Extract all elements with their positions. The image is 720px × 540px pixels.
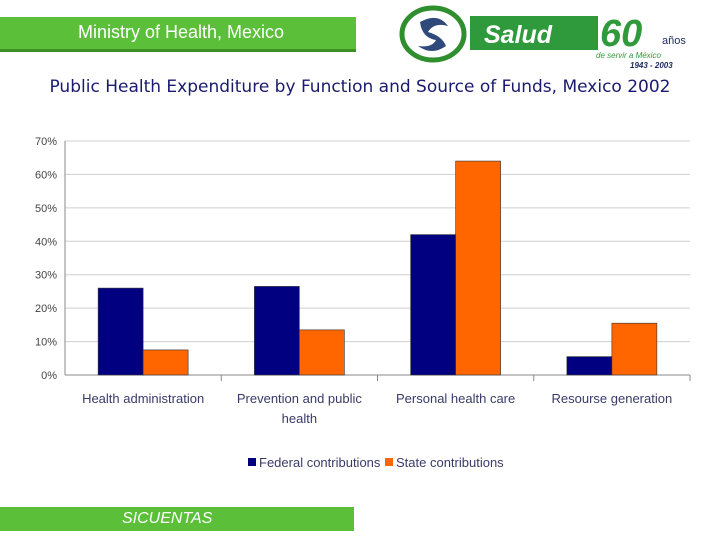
anniversary-number: 60	[600, 13, 642, 55]
bar	[254, 286, 300, 376]
salud-logo: Salud 60 años de servir a México 1943 - …	[399, 5, 686, 70]
y-tick-label: 20%	[35, 303, 57, 315]
y-tick-label: 40%	[35, 236, 57, 248]
x-category-label: Personal health care	[396, 391, 515, 406]
title-mask	[0, 113, 720, 127]
salud-banner	[470, 16, 598, 50]
legend-swatch	[248, 458, 256, 466]
x-category-label: Resourse generation	[552, 391, 673, 406]
y-tick-label: 60%	[35, 169, 57, 181]
y-tick-label: 30%	[35, 270, 57, 282]
salud-brand: Salud	[484, 21, 553, 49]
x-category-label: health	[282, 411, 317, 426]
legend-label: Federal contributions	[259, 455, 381, 470]
bar	[299, 329, 345, 376]
bar	[455, 160, 501, 376]
anos-label: años	[662, 35, 686, 47]
legend-label: State contributions	[396, 455, 504, 470]
y-tick-label: 70%	[35, 136, 57, 148]
y-tick-label: 10%	[35, 337, 57, 349]
bar-chart: 0% 10% 20% 30% 40% 50% 60% 70% Health administra…	[35, 136, 691, 470]
chart-title: Public Health Expenditure by Function an…	[49, 77, 671, 97]
header-bar	[0, 17, 356, 52]
y-tick-label: 0%	[41, 370, 57, 382]
header-title: Ministry of Health, Mexico	[78, 22, 285, 42]
logo-tagline: de servir a México	[596, 51, 661, 60]
bar	[410, 234, 456, 376]
footer-label: SICUENTAS	[122, 510, 213, 527]
y-tick-label: 50%	[35, 203, 57, 215]
bar	[142, 349, 189, 376]
bar	[97, 287, 144, 376]
bar	[566, 356, 613, 376]
footer-bar	[0, 507, 354, 531]
logo-years: 1943 - 2003	[630, 61, 673, 70]
legend-swatch	[385, 458, 393, 466]
x-category-label: Prevention and public	[237, 391, 363, 406]
bar	[611, 322, 658, 376]
x-category-label: Health administration	[82, 391, 204, 406]
